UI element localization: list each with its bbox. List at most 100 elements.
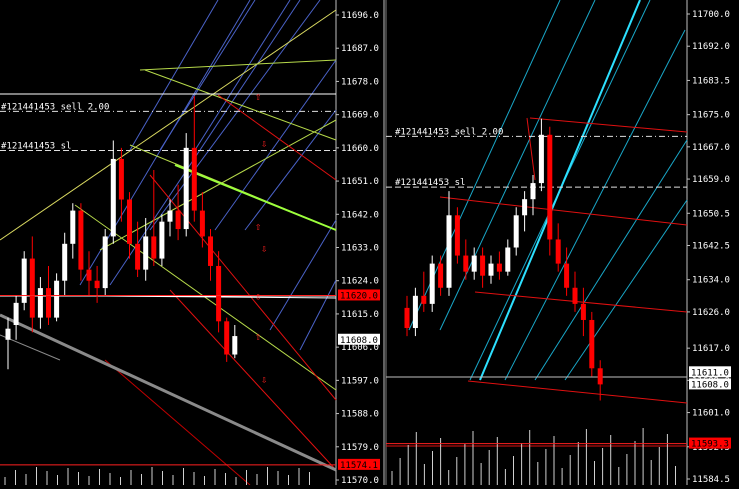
- signal-arrow-icon: ⇩: [261, 137, 268, 150]
- price-tag-label: 11620.0: [340, 291, 378, 301]
- trend-line: [468, 381, 687, 403]
- candle-body: [573, 288, 578, 304]
- candle-body: [564, 264, 569, 288]
- axis-tick-label: 11667.0: [692, 143, 730, 153]
- axis-tick-label: 11634.0: [692, 276, 730, 286]
- candle: [447, 191, 452, 296]
- axis-tick-label: 11579.0: [341, 443, 379, 453]
- axis-tick-label: 11570.0: [341, 476, 379, 485]
- candle: [95, 266, 100, 303]
- candle-body: [6, 329, 11, 340]
- trend-line: [140, 60, 336, 70]
- axis-tick-label: 11675.0: [692, 111, 730, 121]
- axis-tick-label: 11692.0: [692, 42, 730, 52]
- candle: [589, 312, 594, 376]
- candle-body: [581, 304, 586, 320]
- candle: [62, 233, 67, 296]
- candle-body: [127, 200, 132, 244]
- signal-arrow-icon: ⇩: [261, 373, 268, 386]
- candle-body: [224, 321, 229, 354]
- axis-tick-label: 11651.0: [341, 177, 379, 187]
- candle-body: [463, 256, 468, 272]
- trend-line: [100, 120, 336, 250]
- trend-line: [170, 290, 336, 470]
- axis-tick-label: 11659.0: [692, 175, 730, 185]
- axis-tick-label: 11642.0: [341, 210, 379, 220]
- candle: [564, 248, 569, 296]
- candle-body: [14, 303, 19, 325]
- chart-panel-right: #121441453 sell 2.00#121441453 sl11700.0…: [384, 0, 731, 485]
- fork-line: [270, 220, 336, 330]
- candle-body: [232, 336, 237, 354]
- candle-body: [547, 135, 552, 240]
- candle: [119, 148, 124, 222]
- trend-line: [218, 95, 336, 180]
- volume-bars: [392, 428, 676, 485]
- candle-body: [159, 222, 164, 259]
- signal-arrow-icon: ⇧: [255, 220, 262, 233]
- candle-body: [514, 215, 519, 247]
- candle: [405, 296, 410, 336]
- candle: [547, 127, 552, 256]
- axis-tick-label: 11624.0: [341, 277, 379, 287]
- trend-line: [527, 118, 535, 180]
- candle-body: [421, 296, 426, 304]
- axis-tick-label: 11633.0: [341, 244, 379, 254]
- candle: [14, 295, 19, 339]
- candle: [531, 175, 536, 215]
- price-tag-label: 11593.3: [691, 440, 729, 450]
- candle: [216, 251, 221, 332]
- candle-body: [430, 264, 435, 304]
- candle: [111, 140, 116, 243]
- candle: [151, 170, 156, 266]
- candle: [87, 251, 92, 295]
- signal-arrow-icon: ⇩: [261, 242, 268, 255]
- fork-line: [195, 0, 290, 150]
- axis-tick-label: 11669.0: [341, 111, 379, 121]
- axis-tick-label: 11683.5: [692, 76, 730, 86]
- price-axis: 11696.011687.011678.011669.011660.011651…: [336, 11, 380, 485]
- trend-line: [105, 360, 250, 485]
- candle-body: [413, 296, 418, 328]
- signal-arrow-icon: ⇧: [255, 90, 262, 103]
- candle: [103, 229, 108, 295]
- order-label: #121441453 sl: [395, 178, 465, 188]
- candle-body: [505, 248, 510, 272]
- candle: [514, 207, 519, 255]
- candle: [413, 288, 418, 336]
- axis-tick-label: 11687.0: [341, 44, 379, 54]
- axis-tick-label: 11626.0: [692, 308, 730, 318]
- candle: [176, 185, 181, 240]
- candle-body: [208, 236, 213, 266]
- candle: [78, 203, 83, 281]
- candle: [38, 277, 43, 329]
- candle-body: [70, 211, 75, 244]
- candle-body: [111, 159, 116, 237]
- candle-body: [438, 264, 443, 288]
- order-label: #121441453 sl: [1, 141, 71, 151]
- candle-body: [143, 236, 148, 269]
- candle-body: [103, 236, 108, 288]
- candle-body: [497, 264, 502, 272]
- candle: [556, 223, 561, 271]
- trend-line: [145, 70, 336, 140]
- candle-body: [62, 244, 67, 281]
- candle-body: [522, 199, 527, 215]
- candle: [192, 96, 197, 221]
- axis-tick-label: 11601.0: [692, 409, 730, 419]
- candle-body: [589, 320, 594, 368]
- axis-tick-label: 11660.0: [341, 144, 379, 154]
- candle-body: [472, 256, 477, 272]
- candle-body: [598, 368, 603, 384]
- fork-line: [300, 280, 336, 350]
- price-tag-label: 11608.0: [691, 380, 729, 390]
- candle-body: [30, 259, 35, 318]
- price-axis: 11700.011692.011683.511675.011667.011659…: [687, 10, 731, 485]
- chart-panel-left: #121441453 sell 2.00#121441453 sl⇧⇩⇧⇩⇧⇩⇩…: [0, 0, 380, 485]
- candle-body: [455, 215, 460, 255]
- fork-median-line: [480, 0, 640, 380]
- candle-body: [539, 135, 544, 183]
- candle: [573, 272, 578, 312]
- axis-tick-label: 11584.5: [692, 475, 730, 485]
